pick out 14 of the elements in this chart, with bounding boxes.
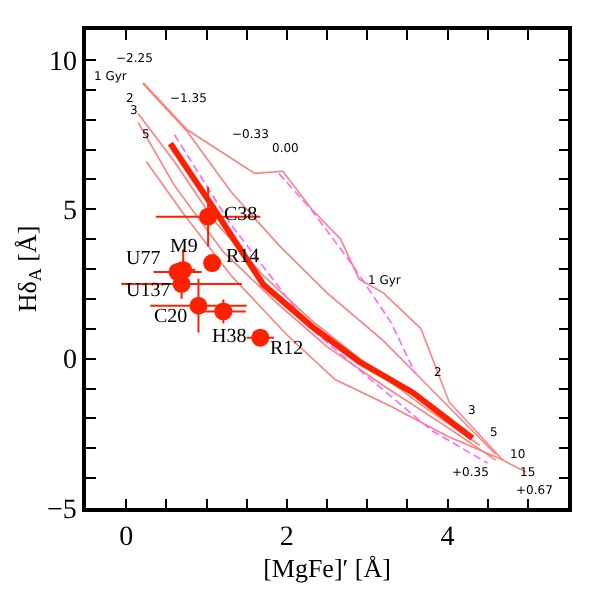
annotation: U77 (126, 248, 161, 270)
y-tick-label: 10 (48, 47, 77, 78)
y-tick-label: 0 (62, 346, 77, 377)
x-tick-label: 0 (119, 523, 134, 554)
x-axis-title: [MgFe]′ [Å] (263, 553, 391, 584)
annotation: R12 (270, 338, 304, 360)
x-tick-label: 4 (440, 523, 455, 554)
annotation: H38 (212, 326, 247, 348)
annotation: C20 (154, 306, 188, 328)
y-tick-label: 5 (62, 197, 77, 228)
annotation: U137 (126, 280, 171, 302)
x-tick-label: 2 (279, 523, 294, 554)
annotation: M9 (170, 236, 198, 258)
y-tick-label: −5 (47, 495, 77, 526)
